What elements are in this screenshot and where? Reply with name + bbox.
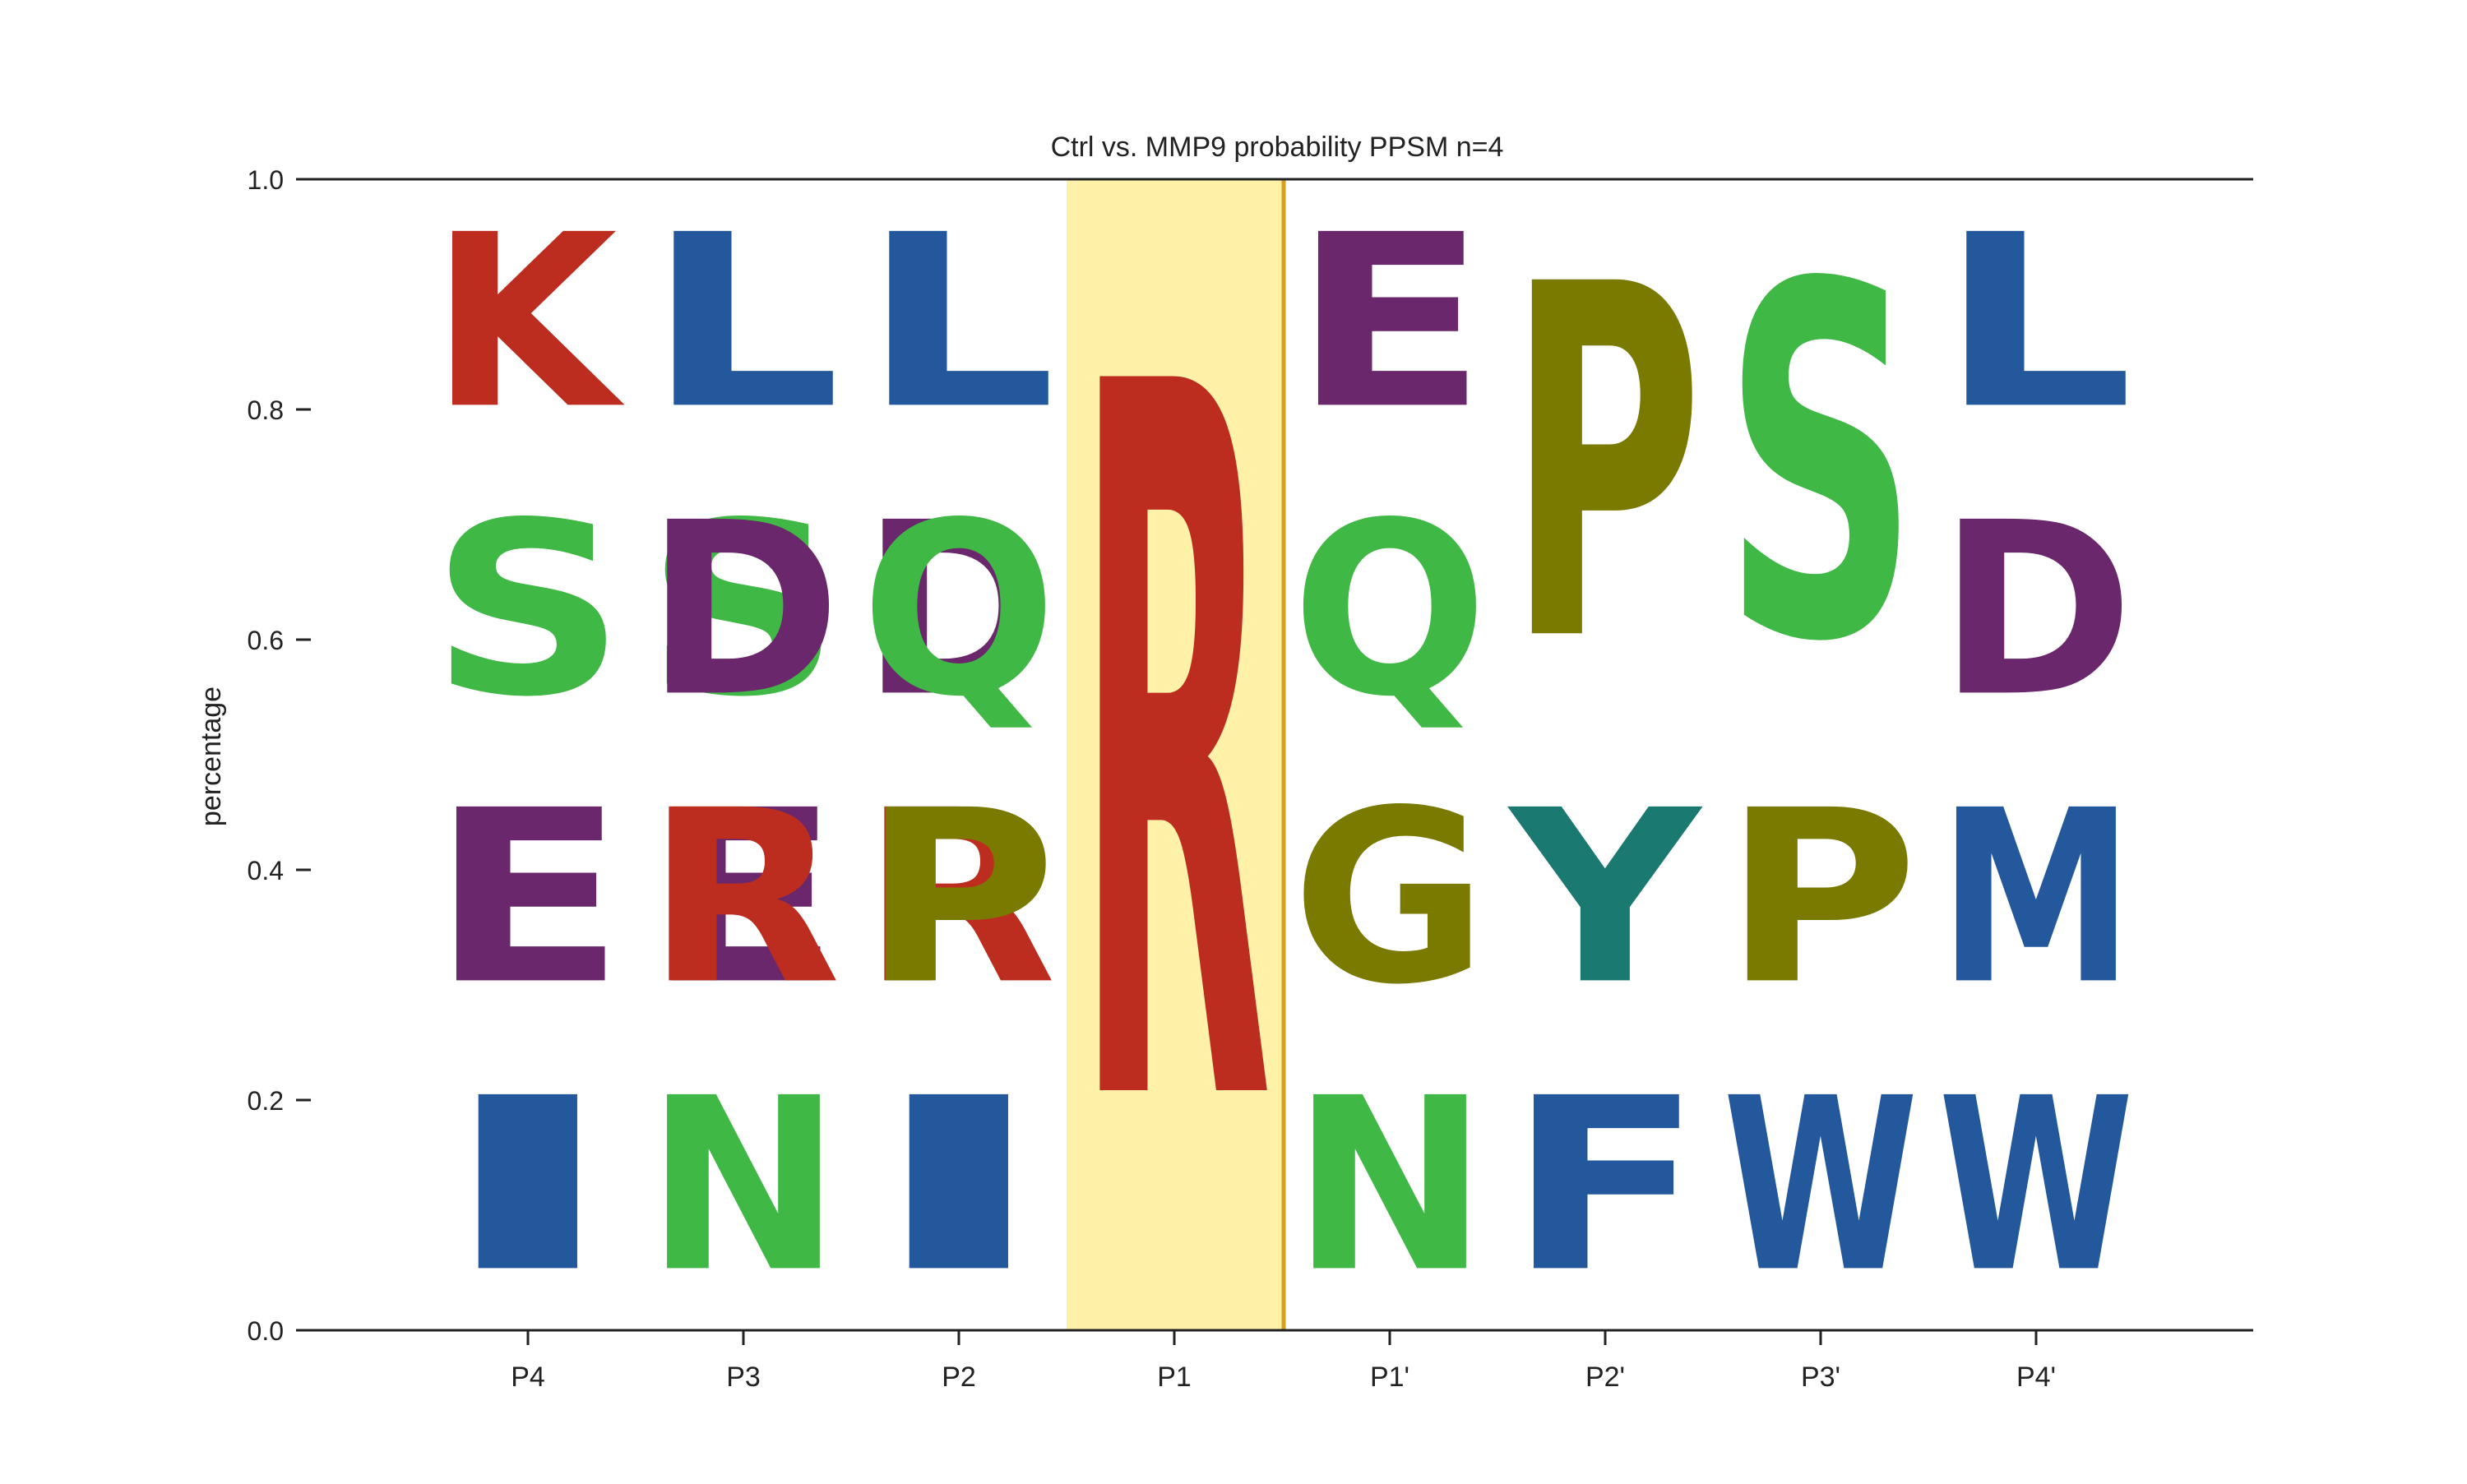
- logo-letter-M: M: [1938, 759, 2134, 1037]
- logo-letter-G: G: [1292, 760, 1488, 1037]
- logo-letter-P: P: [861, 759, 1057, 1037]
- y-tick-label: 0.4: [248, 856, 284, 885]
- y-tick-label: 1.0: [248, 165, 284, 195]
- logo-letter-E: E: [430, 759, 626, 1037]
- logo-letter-F: F: [1507, 1047, 1703, 1325]
- highlight-band: [1067, 179, 1282, 1330]
- logo-letter-R: R: [1076, 182, 1272, 1322]
- y-axis-label: percentage: [196, 687, 227, 826]
- x-tick-label: P4: [511, 1361, 545, 1393]
- x-tick-label: P1: [1157, 1361, 1192, 1393]
- logo-letter-R: R: [861, 759, 1057, 1037]
- x-tick-label: P3: [726, 1361, 761, 1393]
- logo-letter-Q: Q: [1292, 472, 1488, 750]
- y-tick-label: 0.2: [248, 1086, 284, 1116]
- plot-area: 0.00.20.40.60.81.0P4 P3 P2 P1 P1' P2' P3' P4'IE…: [248, 165, 2253, 1393]
- logo-letter-P: P: [1723, 759, 1919, 1037]
- logo-letter-Y: Y: [1506, 759, 1703, 1037]
- chart-title: Ctrl vs. MMP9 probability PPSM n=4: [1051, 132, 1504, 163]
- logo-letter-L: L: [861, 183, 1057, 460]
- logo-letter-N: N: [646, 1047, 841, 1325]
- logo-letter-P: P: [1507, 184, 1703, 749]
- logo-letter-E: E: [646, 759, 841, 1037]
- logo-letter-W: W: [1723, 1048, 1919, 1325]
- x-tick-label: P2: [942, 1361, 976, 1393]
- logo-letter-E: E: [1292, 183, 1488, 461]
- logo-letter-I: I: [430, 1047, 626, 1325]
- y-tick-label: 0.8: [248, 395, 284, 425]
- logo-letter-D: D: [861, 472, 1057, 750]
- logo-letter-D: D: [646, 472, 841, 750]
- y-tick-label: 0.0: [248, 1316, 284, 1346]
- logo-letter-R: R: [646, 759, 841, 1037]
- logo-letter-I: I: [861, 1047, 1057, 1325]
- logo-letter-S: S: [1723, 183, 1919, 747]
- logo-letter-K: K: [430, 183, 627, 461]
- x-tick-label: P3': [1801, 1361, 1840, 1393]
- logo-letter-Q: Q: [861, 472, 1057, 750]
- logo-letter-W: W: [1938, 1048, 2134, 1325]
- logo-letter-D: D: [1938, 472, 2134, 750]
- logo-letter-S: S: [646, 472, 841, 750]
- logo-letter-S: S: [430, 472, 626, 750]
- logo-letter-N: N: [1292, 1047, 1488, 1325]
- logo-letter-L: L: [1938, 183, 2134, 460]
- x-tick-label: P2': [1585, 1361, 1625, 1393]
- logo-letter-L: L: [646, 183, 841, 460]
- x-tick-label: P4': [2016, 1361, 2056, 1393]
- x-tick-label: P1': [1370, 1361, 1409, 1393]
- y-tick-label: 0.6: [248, 626, 284, 655]
